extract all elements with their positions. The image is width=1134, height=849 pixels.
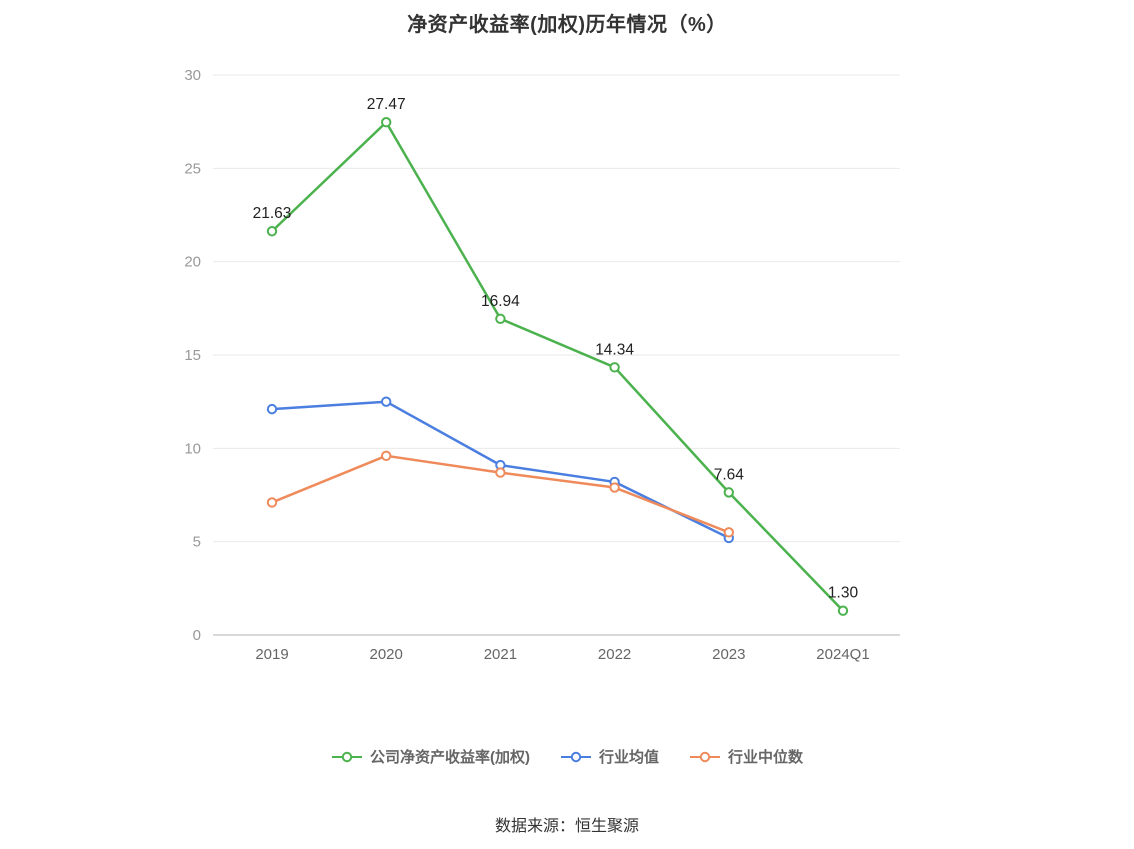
y-tick-label: 30 <box>184 67 201 84</box>
data-label: 14.34 <box>595 341 634 358</box>
y-tick-label: 5 <box>193 534 201 551</box>
x-tick-label: 2021 <box>484 646 517 663</box>
data-label: 21.63 <box>253 205 292 222</box>
series-marker-2 <box>266 497 278 508</box>
series-marker-0 <box>609 362 620 373</box>
series-marker-0 <box>266 226 278 237</box>
data-label: 27.47 <box>367 96 406 113</box>
data-label: 16.94 <box>481 293 520 310</box>
series-marker-0 <box>381 117 392 128</box>
y-tick-label: 15 <box>184 347 201 364</box>
chart-title: 净资产收益率(加权)历年情况（%） <box>407 14 727 36</box>
legend-item-0[interactable]: 公司净资产收益率(加权) <box>331 746 530 767</box>
data-label: 1.30 <box>828 585 859 602</box>
y-tick-label: 25 <box>184 160 201 177</box>
y-tick-label: 20 <box>184 254 201 271</box>
x-tick-label: 2024Q1 <box>816 646 869 663</box>
x-tick-label: 2020 <box>370 646 403 663</box>
chart-legend: 公司净资产收益率(加权) 行业均值 行业中位数 <box>0 746 1134 767</box>
series-marker-1 <box>266 403 278 415</box>
legend-marker-icon <box>690 751 720 762</box>
series-marker-0 <box>723 487 734 498</box>
y-tick-label: 10 <box>184 440 201 457</box>
data-source-label: 数据来源：恒生聚源 <box>494 818 639 835</box>
x-tick-label: 2019 <box>255 646 288 663</box>
legend-label: 公司净资产收益率(加权) <box>369 749 530 766</box>
series-marker-0 <box>495 313 506 324</box>
series-marker-2 <box>609 482 620 493</box>
legend-label: 行业中位数 <box>728 749 804 766</box>
series-marker-2 <box>723 527 734 538</box>
x-tick-label: 2022 <box>598 646 631 663</box>
legend-label: 行业均值 <box>598 749 659 766</box>
x-tick-label: 2023 <box>712 646 745 663</box>
series-marker-2 <box>381 450 392 461</box>
legend-marker-icon <box>560 751 591 762</box>
series-line-0 <box>270 120 845 612</box>
y-tick-label: 0 <box>193 627 201 644</box>
data-label: 7.64 <box>714 466 745 483</box>
series-marker-2 <box>495 467 506 478</box>
legend-item-1[interactable]: 行业均值 <box>560 746 659 767</box>
series-marker-0 <box>837 605 849 616</box>
series-marker-1 <box>381 396 392 407</box>
legend-item-2[interactable]: 行业中位数 <box>689 746 803 767</box>
legend-marker-icon <box>331 751 362 762</box>
